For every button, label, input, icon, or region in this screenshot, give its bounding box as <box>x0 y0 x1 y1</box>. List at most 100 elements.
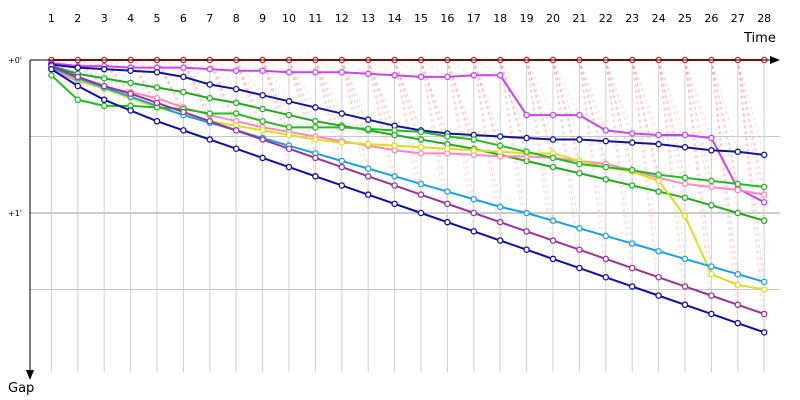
lap-connector <box>552 59 580 174</box>
lap-connector <box>156 59 184 131</box>
data-point <box>206 136 214 143</box>
data-point <box>232 110 240 117</box>
lap-connector <box>737 59 765 188</box>
data-point <box>734 319 742 327</box>
data-point <box>549 237 557 244</box>
lap-connector <box>183 59 211 140</box>
data-point <box>180 108 187 116</box>
lap-connector <box>235 59 263 139</box>
data-point <box>523 246 530 253</box>
data-point <box>48 65 55 73</box>
lap-connector <box>130 59 158 69</box>
lap-connector <box>684 59 712 315</box>
data-point <box>760 183 768 191</box>
series-line <box>51 65 765 222</box>
lap-connector <box>473 59 501 137</box>
lap-connector <box>341 59 369 75</box>
data-point <box>760 329 768 336</box>
lap-connector <box>579 59 607 278</box>
data-point <box>708 202 715 209</box>
series-line <box>50 68 765 334</box>
data-point <box>391 200 398 208</box>
lap-connector <box>420 59 448 137</box>
data-point <box>338 163 346 171</box>
lap-connector <box>605 59 633 244</box>
lap-connector <box>579 59 607 180</box>
lap-connector <box>315 59 343 126</box>
lap-connector <box>658 59 686 178</box>
data-point <box>206 81 214 88</box>
lap-connector <box>420 59 448 78</box>
y-tick-label: +1' <box>8 209 22 218</box>
lap-connector <box>288 59 316 128</box>
x-tick-label: 7 <box>206 12 213 25</box>
lap-connector <box>262 59 290 136</box>
data-point <box>364 191 372 198</box>
x-tick-label: 5 <box>154 12 161 25</box>
lap-connector <box>631 59 659 252</box>
data-point <box>549 163 557 171</box>
lap-connector <box>341 59 369 129</box>
series-line <box>50 68 765 196</box>
data-point <box>338 182 346 189</box>
data-point <box>655 140 662 148</box>
lap-connector <box>605 59 633 287</box>
x-tick-label: 21 <box>572 12 586 25</box>
data-point <box>127 90 134 97</box>
data-point <box>259 117 266 125</box>
lap-connector <box>156 59 184 69</box>
lap-connector <box>77 59 105 79</box>
lap-connector <box>420 59 448 134</box>
data-point <box>628 240 636 247</box>
data-point <box>444 200 451 208</box>
data-point <box>285 68 293 76</box>
data-point <box>602 137 610 145</box>
lap-connector <box>526 59 554 140</box>
data-point <box>259 154 266 162</box>
series-line <box>51 65 765 315</box>
lap-connector <box>288 59 316 122</box>
lap-connector <box>473 59 501 207</box>
lap-connector <box>579 59 607 165</box>
data-point <box>127 79 134 87</box>
lap-connector <box>658 59 686 217</box>
x-tick-label: 17 <box>467 12 481 25</box>
lap-connector <box>526 59 554 168</box>
data-point <box>153 84 161 91</box>
data-point <box>391 142 398 149</box>
data-point <box>364 173 372 180</box>
lap-connector <box>605 59 633 172</box>
lap-connector <box>526 59 554 154</box>
data-point <box>523 134 530 142</box>
lap-connector <box>526 59 554 241</box>
data-point <box>74 73 82 81</box>
data-point <box>470 195 478 203</box>
series-10 <box>48 65 768 336</box>
data-point <box>655 131 662 139</box>
lap-connector <box>209 59 237 122</box>
data-point <box>180 88 187 96</box>
data-point <box>628 283 636 290</box>
x-tick-label: 27 <box>731 12 745 25</box>
x-tick-label: 25 <box>678 12 692 25</box>
lap-connector <box>526 59 554 116</box>
x-tick-label: 26 <box>704 12 718 25</box>
lap-connector <box>183 59 211 122</box>
lap-connector <box>658 59 686 198</box>
lap-connector <box>447 59 475 214</box>
lap-connector <box>552 59 580 250</box>
x-tick-label: 10 <box>282 12 296 25</box>
x-tick-label: 3 <box>101 12 108 25</box>
lap-connector <box>367 59 395 76</box>
lap-connector <box>737 59 765 155</box>
data-point <box>180 127 187 134</box>
data-point <box>655 177 662 185</box>
lap-connector <box>499 59 527 152</box>
data-point <box>760 217 768 224</box>
data-point <box>655 188 662 195</box>
series-9 <box>48 62 768 318</box>
lap-connector <box>394 59 422 214</box>
data-point <box>576 246 583 253</box>
lap-connector <box>711 59 739 324</box>
y-tick-label: +0' <box>8 56 22 65</box>
